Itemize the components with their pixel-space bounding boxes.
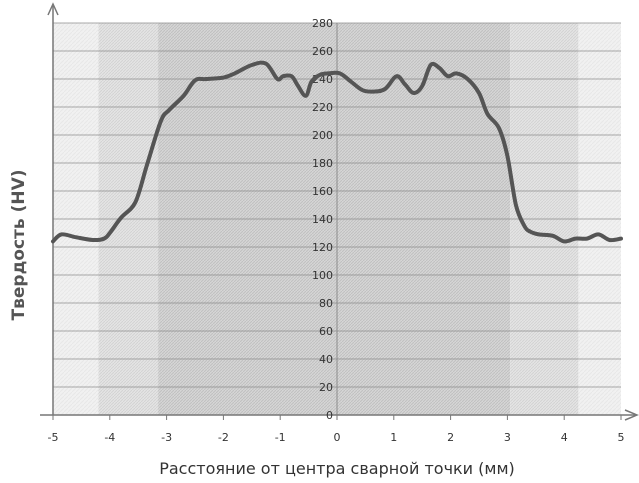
x-tick-label: 0 [334,431,341,444]
y-tick-label: 160 [312,185,333,198]
x-tick-label: -1 [275,431,286,444]
x-tick-label: -4 [104,431,115,444]
y-tick-label: 20 [319,381,333,394]
y-axis-arrow [47,2,59,16]
y-tick-label: 180 [312,157,333,170]
grid-layer [53,22,621,415]
y-tick-label: 220 [312,101,333,114]
x-tick-label: 3 [504,431,511,444]
x-tick-label: -3 [161,431,172,444]
ticks-layer: -5 -4 -3 -2 -1 0 1 2 3 4 5 0 20 40 60 80 100 120 140 160 180… [48,17,625,444]
x-tick-label: 5 [618,431,625,444]
y-tick-label: 260 [312,45,333,58]
x-axis-arrow [624,409,639,421]
x-tick-label: 4 [561,431,568,444]
x-axis-label: Расстояние от центра сварной точки (мм) [159,459,515,478]
x-tick-label: -5 [48,431,59,444]
axes-layer [40,2,639,421]
y-tick-label: 280 [312,17,333,30]
x-tick-label: 1 [390,431,397,444]
x-tick-label: 2 [447,431,454,444]
x-tick-label: -2 [218,431,229,444]
series-layer [51,60,623,244]
y-tick-label: 0 [326,409,333,422]
y-tick-label: 40 [319,353,333,366]
y-axis-label: Твердость (HV) [9,170,29,321]
y-tick-label: 60 [319,325,333,338]
hardness-series-line [51,60,623,244]
y-tick-label: 200 [312,129,333,142]
y-tick-label: 120 [312,241,333,254]
y-tick-label: 140 [312,213,333,226]
y-tick-label: 100 [312,269,333,282]
y-tick-label: 80 [319,297,333,310]
